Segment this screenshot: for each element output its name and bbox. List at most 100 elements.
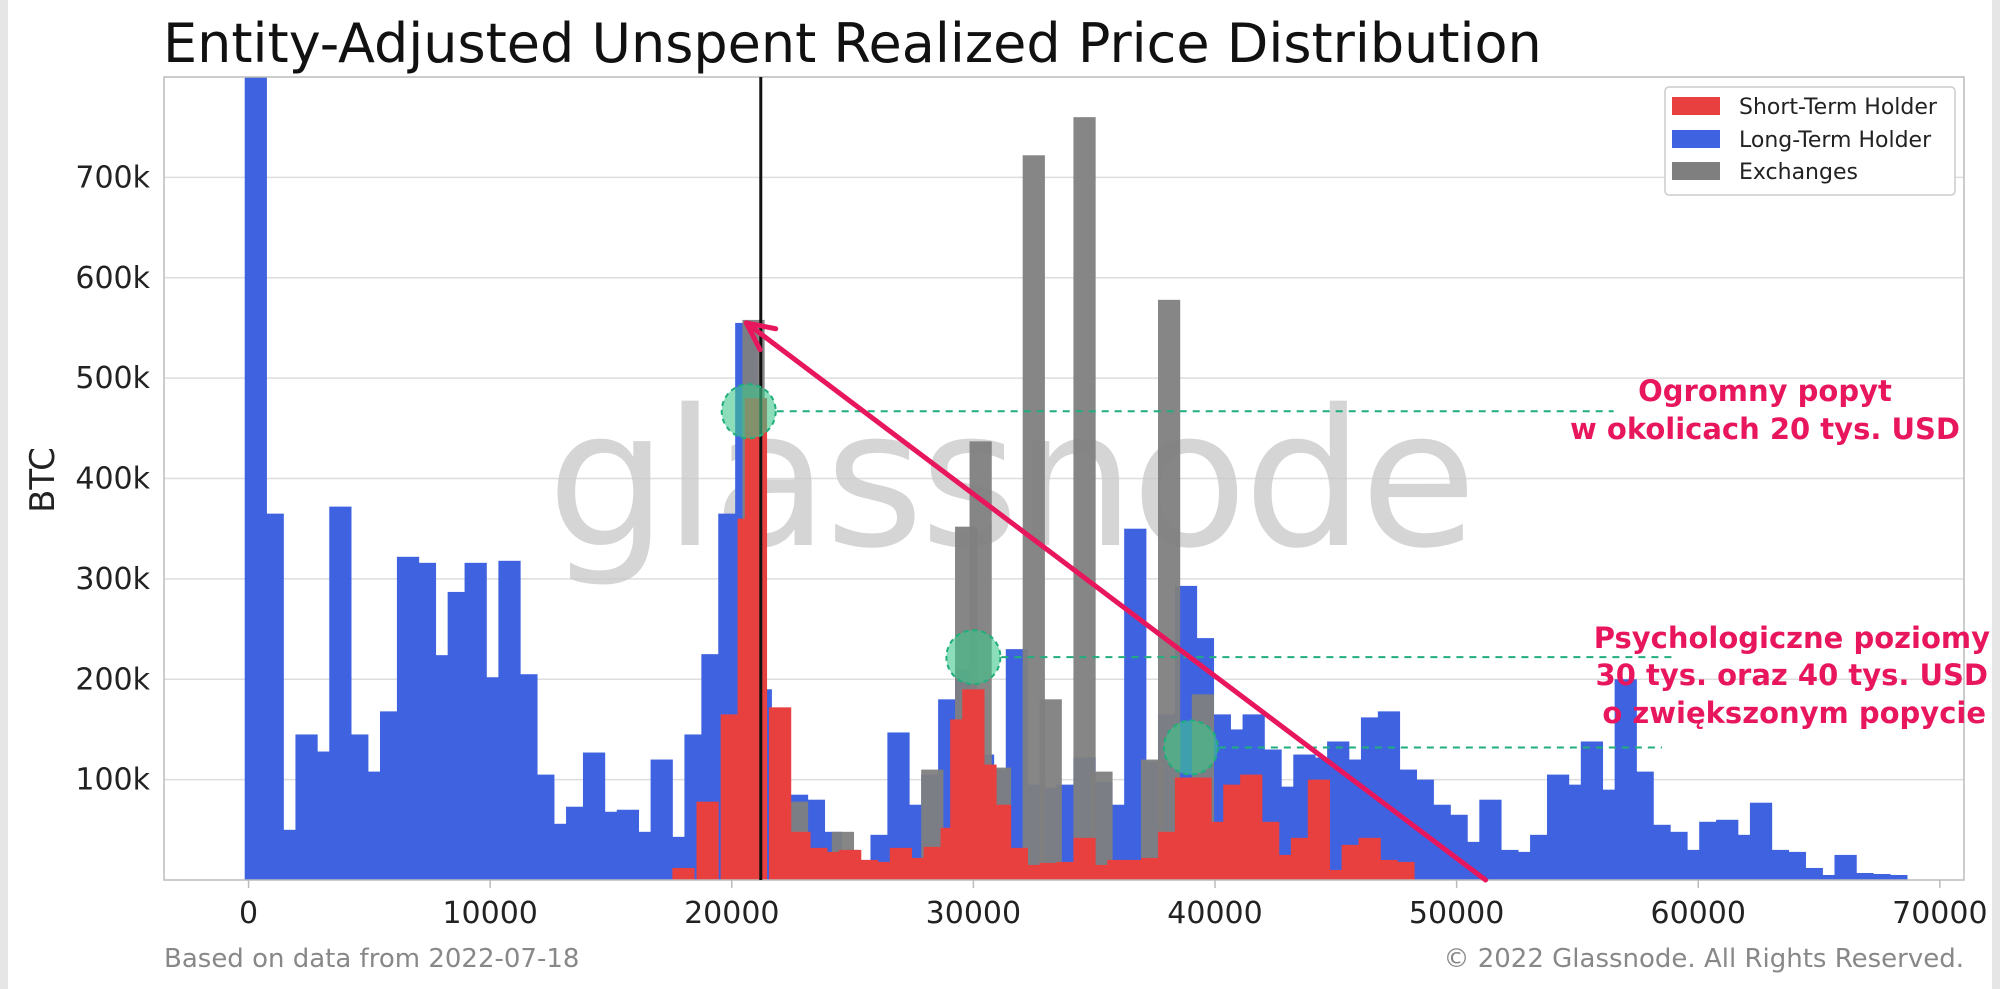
legend: Short-Term Holder Long-Term Holder Excha… — [1664, 86, 1956, 196]
bar-short-term-holder — [1223, 784, 1246, 880]
bar-long-term-holder — [650, 759, 673, 880]
bar-long-term-holder — [447, 591, 470, 880]
bar-long-term-holder — [329, 506, 352, 880]
bar-short-term-holder — [855, 859, 879, 880]
legend-label-short-term: Short-Term Holder — [1739, 95, 1938, 120]
bar-long-term-holder — [1665, 831, 1688, 880]
bar-long-term-holder — [1631, 771, 1654, 880]
bar-long-term-holder — [1885, 874, 1908, 880]
bar-long-term-holder — [566, 806, 589, 880]
bar-short-term-holder — [1124, 859, 1147, 880]
bar-long-term-holder — [1530, 834, 1553, 880]
bar-long-term-holder — [244, 77, 267, 880]
bar-long-term-holder — [1005, 649, 1028, 880]
bar-long-term-holder — [261, 513, 284, 880]
bar-long-term-holder — [599, 811, 623, 880]
bar-short-term-holder — [1206, 821, 1229, 880]
bar-exchanges — [1141, 759, 1164, 880]
bar-short-term-holder — [1240, 774, 1263, 880]
right-edge — [1992, 0, 2000, 989]
bar-long-term-holder — [1834, 854, 1857, 880]
bar-long-term-holder — [312, 751, 335, 880]
bar-short-term-holder — [1324, 869, 1347, 880]
bar-short-term-holder — [1307, 779, 1331, 880]
y-tick-label: 500k — [75, 361, 150, 396]
bar-short-term-holder — [1257, 821, 1280, 880]
bar-short-term-holder — [1141, 857, 1164, 880]
bar-long-term-holder — [1614, 679, 1637, 880]
bar-short-term-holder — [889, 847, 913, 880]
legend-box — [1664, 86, 1956, 196]
bar-short-term-holder — [1090, 864, 1113, 880]
highlight-marker — [945, 629, 1002, 686]
annotation-levels-line-1: Psychologiczne poziomy — [1594, 621, 1990, 655]
bar-long-term-holder — [481, 677, 504, 880]
x-tick-label: 20000 — [684, 896, 779, 931]
highlight-marker — [720, 383, 777, 440]
bar-short-term-holder — [1341, 844, 1364, 880]
bar-exchanges — [1039, 699, 1062, 880]
x-tick-label: 10000 — [442, 896, 537, 931]
bar-long-term-holder — [1597, 789, 1620, 880]
bar-short-term-holder — [923, 846, 946, 880]
bar-long-term-holder — [1377, 711, 1401, 880]
annotation-demand-line-1: Ogromny popyt — [1638, 374, 1892, 408]
reference-layer — [720, 77, 1675, 883]
bar-short-term-holder — [1005, 847, 1028, 880]
bar-long-term-holder — [1766, 849, 1790, 880]
x-tick-label: 30000 — [926, 896, 1021, 931]
annotations: Ogromny popyt w okolicach 20 tys. USD Ps… — [1570, 374, 1990, 730]
legend-label-exchanges: Exchanges — [1739, 160, 1858, 185]
bar-short-term-holder — [1290, 837, 1314, 880]
bar-long-term-holder — [464, 562, 487, 880]
bar-short-term-holder — [1107, 859, 1130, 880]
annotation-levels-line-3: o zwiększonym popycie — [1602, 696, 1986, 730]
bar-short-term-holder — [1157, 831, 1181, 880]
x-tick-label: 0 — [239, 896, 258, 931]
y-tick-label: 600k — [75, 261, 150, 296]
x-tick-label: 60000 — [1651, 896, 1746, 931]
bar-short-term-holder — [1273, 854, 1297, 880]
bar-long-term-holder — [430, 655, 453, 880]
x-tick-label: 70000 — [1892, 896, 1987, 931]
bar-long-term-holder — [1056, 784, 1079, 880]
bar-long-term-holder — [532, 774, 555, 880]
bar-long-term-holder — [1580, 741, 1604, 880]
legend-label-long-term: Long-Term Holder — [1739, 128, 1932, 153]
bar-long-term-holder — [1783, 851, 1806, 880]
bar-short-term-holder — [768, 707, 792, 880]
bar-long-term-holder — [1513, 851, 1536, 880]
x-tick-label: 40000 — [1167, 896, 1262, 931]
trend-arrow-line — [743, 320, 1489, 883]
bar-long-term-holder — [1817, 874, 1840, 880]
y-tick-label: 300k — [75, 562, 150, 597]
bar-long-term-holder — [1124, 528, 1147, 880]
bar-long-term-holder — [278, 829, 301, 880]
bar-short-term-holder — [672, 867, 695, 880]
legend-swatch-exchanges — [1672, 162, 1720, 180]
bar-short-term-holder — [1039, 862, 1062, 880]
bar-long-term-holder — [549, 823, 572, 880]
bar-short-term-holder — [1056, 861, 1079, 880]
bar-short-term-holder — [1392, 861, 1415, 880]
legend-swatch-short-term — [1672, 97, 1720, 115]
bar-long-term-holder — [1716, 819, 1739, 880]
bar-short-term-holder — [1358, 837, 1381, 880]
footer-data-date: Based on data from 2022-07-18 — [164, 944, 579, 974]
bar-short-term-holder — [720, 714, 743, 880]
chart-title: Entity-Adjusted Unspent Realized Price D… — [163, 12, 1542, 75]
bar-long-term-holder — [295, 734, 318, 880]
bar-long-term-holder — [633, 831, 656, 880]
bar-long-term-holder — [380, 711, 403, 880]
y-axis-label: BTC — [23, 447, 63, 513]
bar-long-term-holder — [1868, 873, 1891, 880]
bar-short-term-holder — [696, 801, 719, 880]
bar-short-term-holder — [1189, 777, 1212, 880]
x-tick-label: 50000 — [1409, 896, 1504, 931]
bar-short-term-holder — [1022, 864, 1045, 880]
bar-exchanges — [1022, 155, 1045, 881]
bar-short-term-holder — [744, 398, 768, 880]
bar-short-term-holder — [988, 804, 1012, 880]
bar-exchanges — [1073, 117, 1096, 880]
